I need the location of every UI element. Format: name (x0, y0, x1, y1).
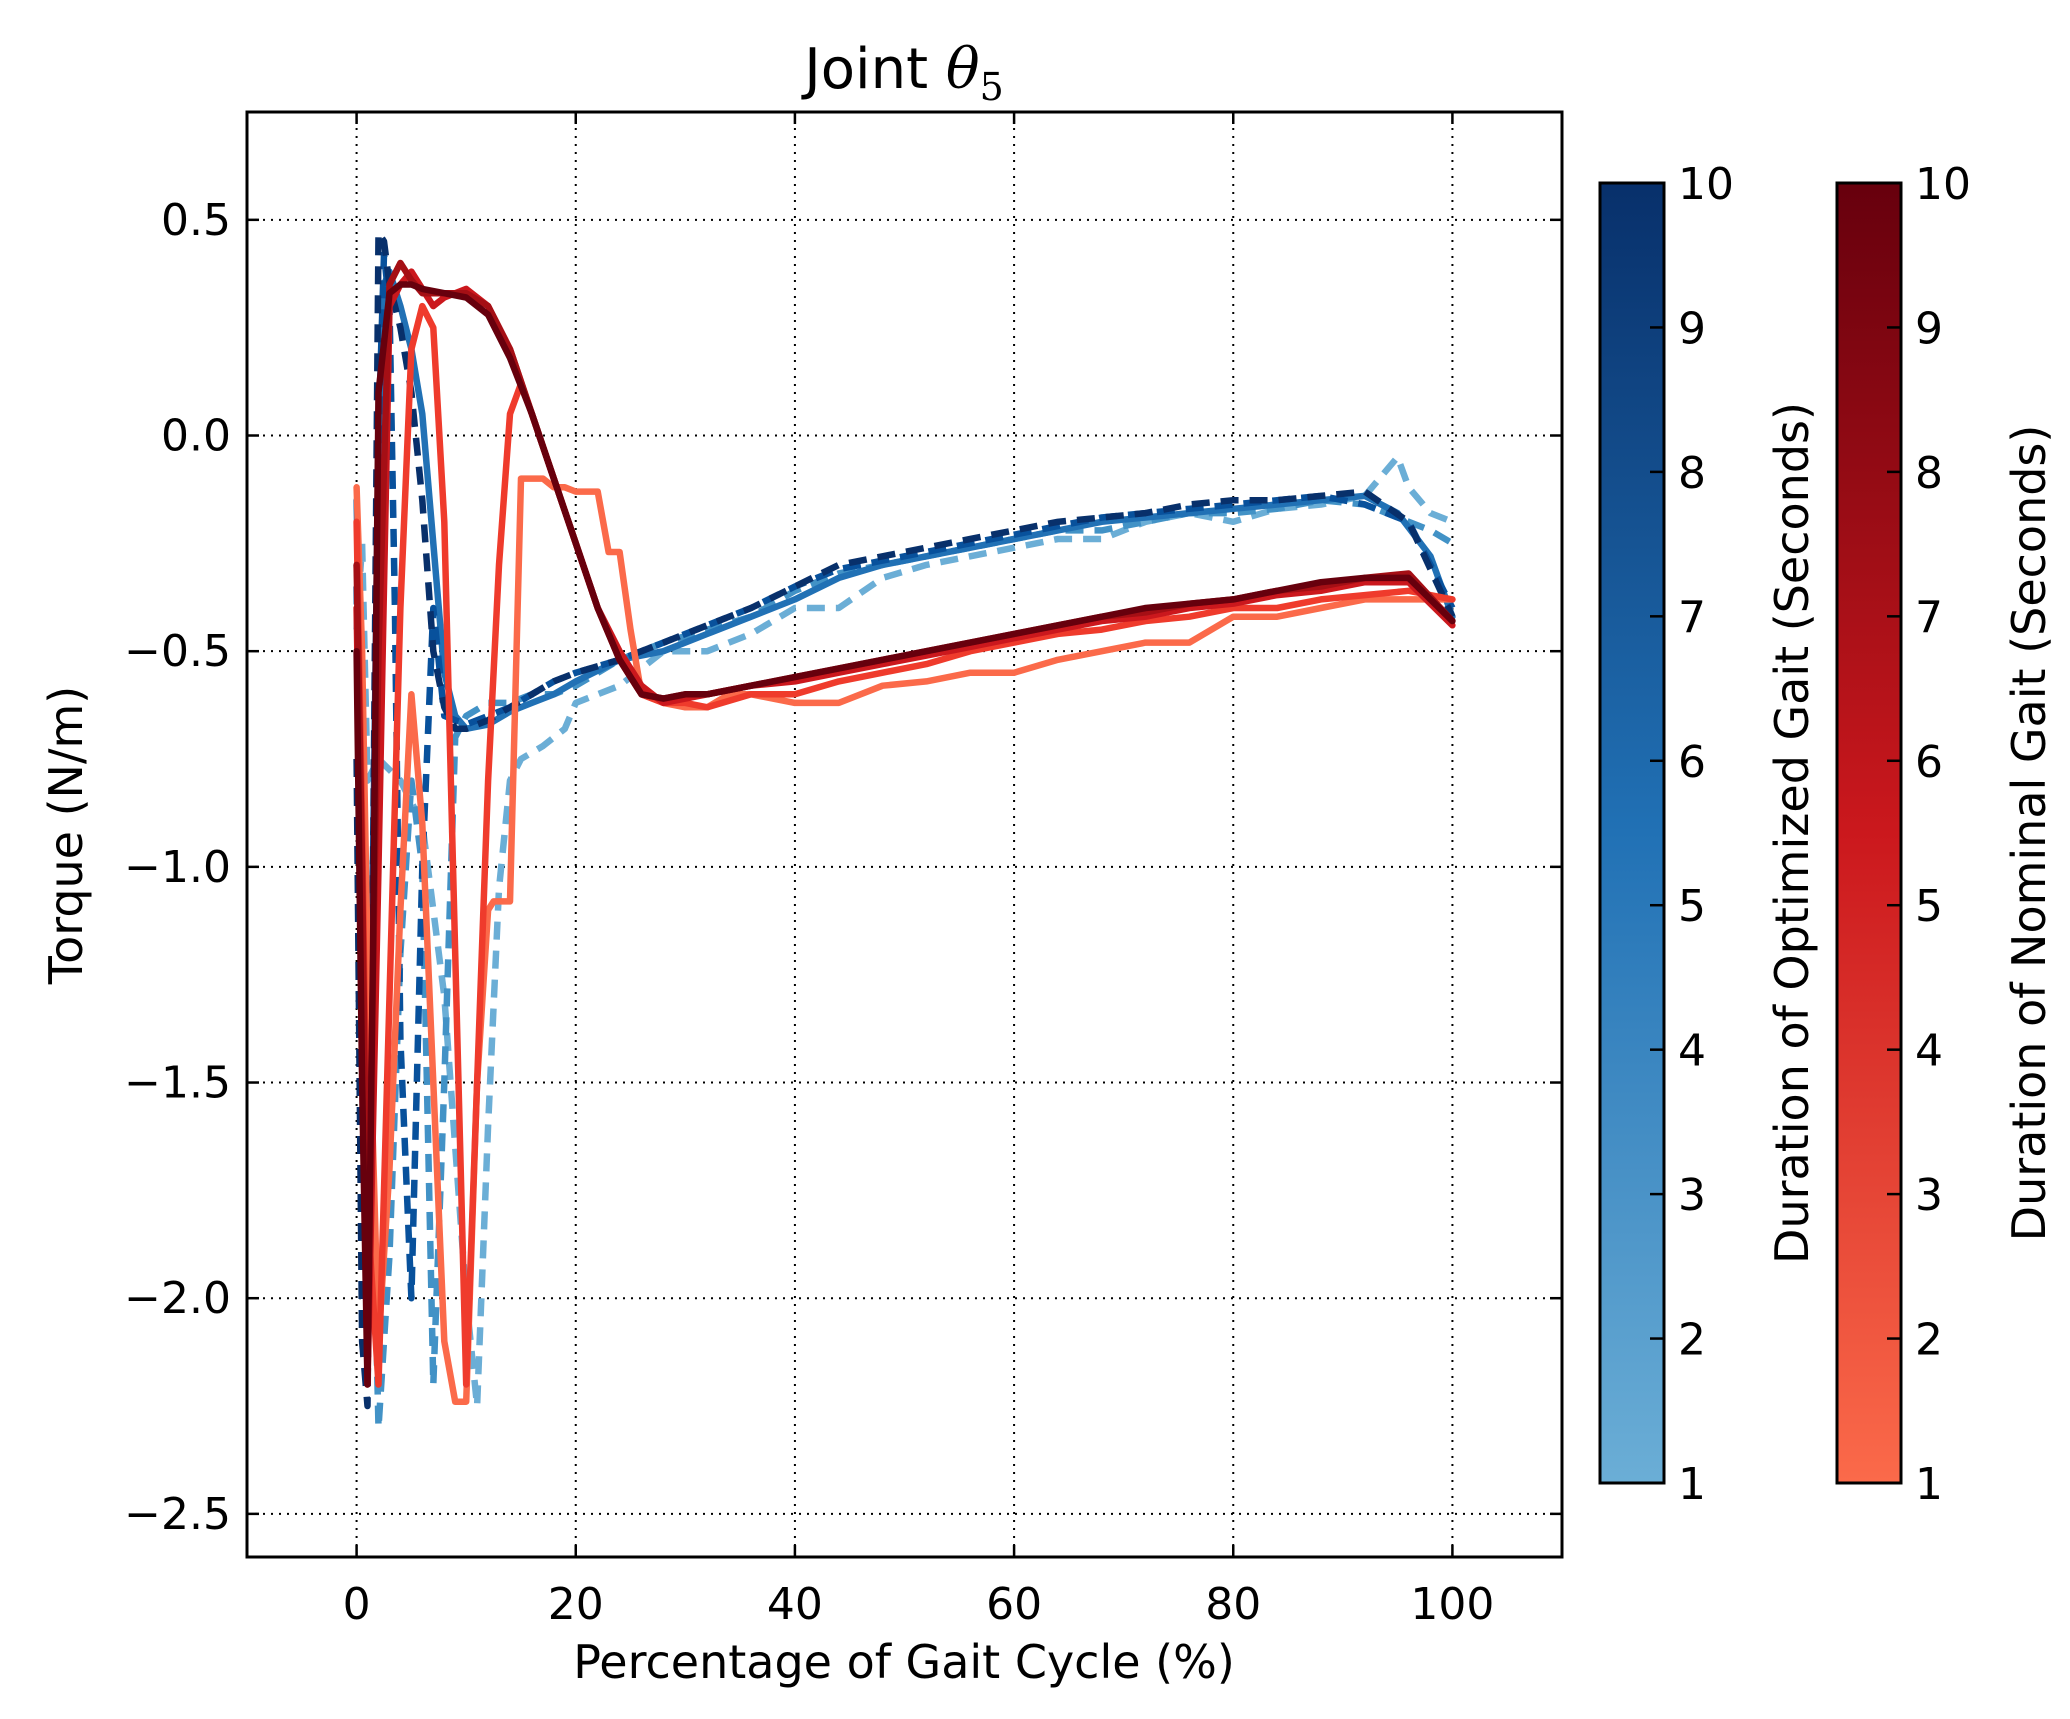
x-tick-label: 40 (767, 1579, 823, 1630)
y-tick-label: 0.0 (161, 411, 231, 462)
colorbar-tick-label: 8 (1915, 448, 1943, 499)
series-line-optimized-3 (353, 496, 1455, 1431)
x-tick-label: 60 (986, 1579, 1042, 1630)
colorbar-tick-label: 9 (1915, 303, 1943, 354)
y-tick-label: −1.5 (124, 1058, 231, 1109)
colorbar-tick-label: 7 (1678, 592, 1706, 643)
y-tick-label: −1.0 (124, 842, 231, 893)
y-tick-label: −2.0 (124, 1273, 231, 1324)
series-line-optimized-8 (353, 251, 1456, 1345)
x-tick-label: 100 (1410, 1579, 1494, 1630)
colorbar-tick-label: 2 (1678, 1315, 1706, 1366)
x-tick-label: 20 (548, 1579, 604, 1630)
colorbar-tick-label: 6 (1915, 737, 1943, 788)
x-axis-label: Percentage of Gait Cycle (%) (573, 1635, 1235, 1689)
series-line-nominal-5 (353, 268, 1456, 1388)
colorbar-tick-label: 10 (1915, 159, 1971, 210)
colorbar-optimized-gradient (1598, 181, 1666, 1485)
series-line-optimized-10 (353, 229, 1456, 1410)
series-lines (353, 229, 1456, 1431)
colorbar-tick-label: 9 (1678, 303, 1706, 354)
colorbar-nominal: 1 2 3 4 5 6 7 8 9 10 Duration of Nominal Gait (Se… (1835, 159, 2056, 1510)
colorbar-nominal-gradient (1835, 181, 1903, 1485)
x-tick-label: 0 (343, 1579, 371, 1630)
series-line-nominal-3 (353, 302, 1456, 1388)
colorbar-tick-label: 3 (1915, 1170, 1943, 1221)
colorbar-tick-label: 8 (1678, 448, 1706, 499)
colorbar-tick-label: 2 (1915, 1315, 1943, 1366)
series-line-nominal-1 (353, 475, 1456, 1405)
colorbar-optimized: 1 2 3 4 5 6 7 8 9 10 Duration of Optimized Gait (… (1598, 159, 1819, 1510)
colorbar-tick-label: 1 (1915, 1459, 1943, 1510)
colorbar-tick-label: 10 (1678, 159, 1734, 210)
colorbar-tick-label: 3 (1678, 1170, 1706, 1221)
colorbar-tick-label: 7 (1915, 592, 1943, 643)
y-tick-label: −2.5 (124, 1489, 231, 1540)
y-tick-label: 0.5 (161, 195, 231, 246)
colorbar-tick-label: 5 (1678, 881, 1706, 932)
colorbar-tick-label: 6 (1678, 737, 1706, 788)
colorbar-tick-label: 5 (1915, 881, 1943, 932)
chart-title: Joint θ5 (801, 37, 1004, 109)
series-line-optimized-6 (353, 268, 1456, 1173)
plot-frame (245, 110, 1564, 1559)
colorbar-tick-label: 1 (1678, 1459, 1706, 1510)
y-tick-label: −0.5 (124, 626, 231, 677)
colorbar-tick-label: 4 (1678, 1026, 1706, 1077)
x-tick-label: 80 (1205, 1579, 1261, 1630)
colorbar-tick-label: 4 (1915, 1026, 1943, 1077)
grid-lines (247, 112, 1562, 1557)
series-line-nominal-8 (353, 259, 1456, 1302)
colorbar-nominal-label: Duration of Nominal Gait (Seconds) (2002, 425, 2056, 1242)
colorbar-optimized-label: Duration of Optimized Gait (Seconds) (1765, 402, 1819, 1264)
series-line-nominal-10 (353, 281, 1456, 1388)
axis-ticks: 0 20 40 60 80 100 0.5 0.0 −0.5 −1.0 −1.5 −2.0 −2.5 (124, 112, 1562, 1630)
y-axis-label: Torque (N/m) (39, 686, 93, 985)
